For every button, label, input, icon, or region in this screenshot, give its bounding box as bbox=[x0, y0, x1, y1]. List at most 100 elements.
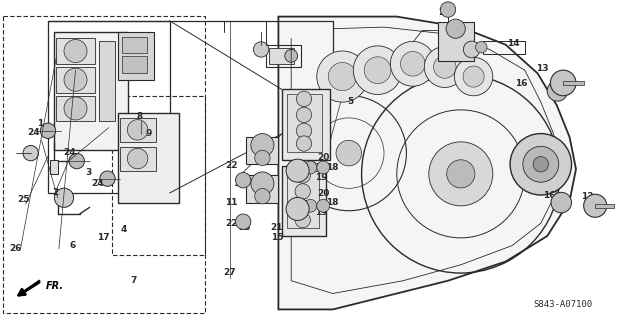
Ellipse shape bbox=[296, 123, 312, 138]
Text: FR.: FR. bbox=[46, 281, 64, 292]
Ellipse shape bbox=[390, 41, 435, 86]
Ellipse shape bbox=[304, 199, 317, 212]
Bar bbox=[287, 94, 322, 152]
Text: 24: 24 bbox=[63, 148, 76, 157]
Ellipse shape bbox=[40, 123, 56, 138]
Ellipse shape bbox=[533, 157, 548, 172]
Bar bbox=[595, 204, 614, 208]
Text: 15: 15 bbox=[271, 233, 284, 242]
Ellipse shape bbox=[127, 148, 148, 169]
Ellipse shape bbox=[236, 214, 251, 229]
Ellipse shape bbox=[317, 161, 330, 174]
Ellipse shape bbox=[523, 146, 559, 182]
Text: 20: 20 bbox=[317, 189, 330, 198]
Ellipse shape bbox=[447, 160, 475, 188]
Ellipse shape bbox=[364, 57, 391, 84]
Bar bbox=[287, 171, 319, 228]
Text: 4: 4 bbox=[121, 225, 127, 234]
Text: 3: 3 bbox=[85, 168, 92, 177]
Ellipse shape bbox=[429, 142, 493, 206]
Ellipse shape bbox=[100, 171, 115, 186]
Ellipse shape bbox=[64, 68, 87, 91]
Text: S843-A07100: S843-A07100 bbox=[534, 300, 593, 309]
Text: 21: 21 bbox=[472, 43, 485, 52]
Bar bbox=[266, 45, 301, 67]
Bar bbox=[122, 56, 147, 73]
Text: 23: 23 bbox=[238, 223, 251, 232]
Bar bbox=[122, 37, 147, 53]
Text: 22: 22 bbox=[225, 161, 238, 170]
Ellipse shape bbox=[255, 189, 270, 204]
Ellipse shape bbox=[64, 97, 87, 120]
Ellipse shape bbox=[127, 120, 148, 140]
Bar bbox=[3, 16, 205, 313]
Text: 11: 11 bbox=[225, 198, 238, 207]
Ellipse shape bbox=[328, 63, 356, 91]
Text: 18: 18 bbox=[326, 198, 339, 207]
Ellipse shape bbox=[584, 194, 607, 217]
Ellipse shape bbox=[476, 41, 487, 53]
Text: 1: 1 bbox=[37, 119, 44, 128]
Bar bbox=[246, 137, 278, 164]
Ellipse shape bbox=[286, 159, 309, 182]
Bar bbox=[438, 22, 474, 61]
Ellipse shape bbox=[547, 81, 568, 101]
Ellipse shape bbox=[463, 41, 480, 58]
Bar bbox=[120, 118, 156, 142]
Bar bbox=[282, 166, 326, 236]
Text: 2: 2 bbox=[52, 189, 59, 197]
Ellipse shape bbox=[317, 199, 330, 212]
Ellipse shape bbox=[54, 188, 74, 207]
Bar bbox=[246, 175, 278, 203]
Ellipse shape bbox=[401, 51, 425, 76]
Bar bbox=[483, 41, 525, 54]
Bar bbox=[282, 89, 330, 160]
Text: 10: 10 bbox=[232, 179, 245, 188]
Bar bbox=[563, 81, 584, 85]
Bar bbox=[48, 21, 170, 193]
Ellipse shape bbox=[550, 70, 576, 96]
Text: 24: 24 bbox=[27, 128, 40, 137]
Text: 22: 22 bbox=[225, 219, 238, 228]
Text: 6: 6 bbox=[69, 241, 76, 250]
Ellipse shape bbox=[296, 91, 312, 107]
Ellipse shape bbox=[304, 161, 317, 174]
Ellipse shape bbox=[424, 47, 465, 87]
Ellipse shape bbox=[551, 192, 572, 213]
Bar bbox=[112, 96, 205, 255]
Bar bbox=[50, 160, 58, 174]
Bar bbox=[56, 67, 95, 93]
Bar bbox=[118, 32, 154, 80]
Bar bbox=[120, 147, 156, 171]
Ellipse shape bbox=[255, 150, 270, 166]
Text: 25: 25 bbox=[17, 195, 29, 204]
Ellipse shape bbox=[295, 168, 310, 183]
Ellipse shape bbox=[446, 19, 465, 38]
Ellipse shape bbox=[317, 51, 368, 102]
Ellipse shape bbox=[253, 42, 269, 57]
Bar bbox=[269, 48, 294, 64]
Ellipse shape bbox=[440, 2, 456, 17]
Text: 14: 14 bbox=[507, 39, 520, 48]
Ellipse shape bbox=[296, 136, 312, 151]
Ellipse shape bbox=[295, 212, 310, 228]
Text: 7: 7 bbox=[130, 276, 136, 285]
Text: 8: 8 bbox=[136, 112, 143, 121]
Text: 19: 19 bbox=[315, 208, 328, 217]
Ellipse shape bbox=[286, 197, 309, 220]
Bar bbox=[56, 96, 95, 121]
Text: 24: 24 bbox=[92, 179, 104, 188]
Ellipse shape bbox=[236, 173, 251, 188]
Bar bbox=[118, 113, 179, 203]
Ellipse shape bbox=[295, 200, 310, 215]
Text: 20: 20 bbox=[317, 153, 330, 162]
Ellipse shape bbox=[251, 134, 274, 157]
Text: 13: 13 bbox=[536, 64, 549, 73]
Text: 16: 16 bbox=[515, 79, 527, 88]
Ellipse shape bbox=[296, 107, 312, 122]
Ellipse shape bbox=[295, 184, 310, 199]
Polygon shape bbox=[278, 17, 576, 309]
Ellipse shape bbox=[69, 153, 84, 169]
Text: 17: 17 bbox=[97, 233, 110, 242]
Bar bbox=[54, 32, 128, 150]
